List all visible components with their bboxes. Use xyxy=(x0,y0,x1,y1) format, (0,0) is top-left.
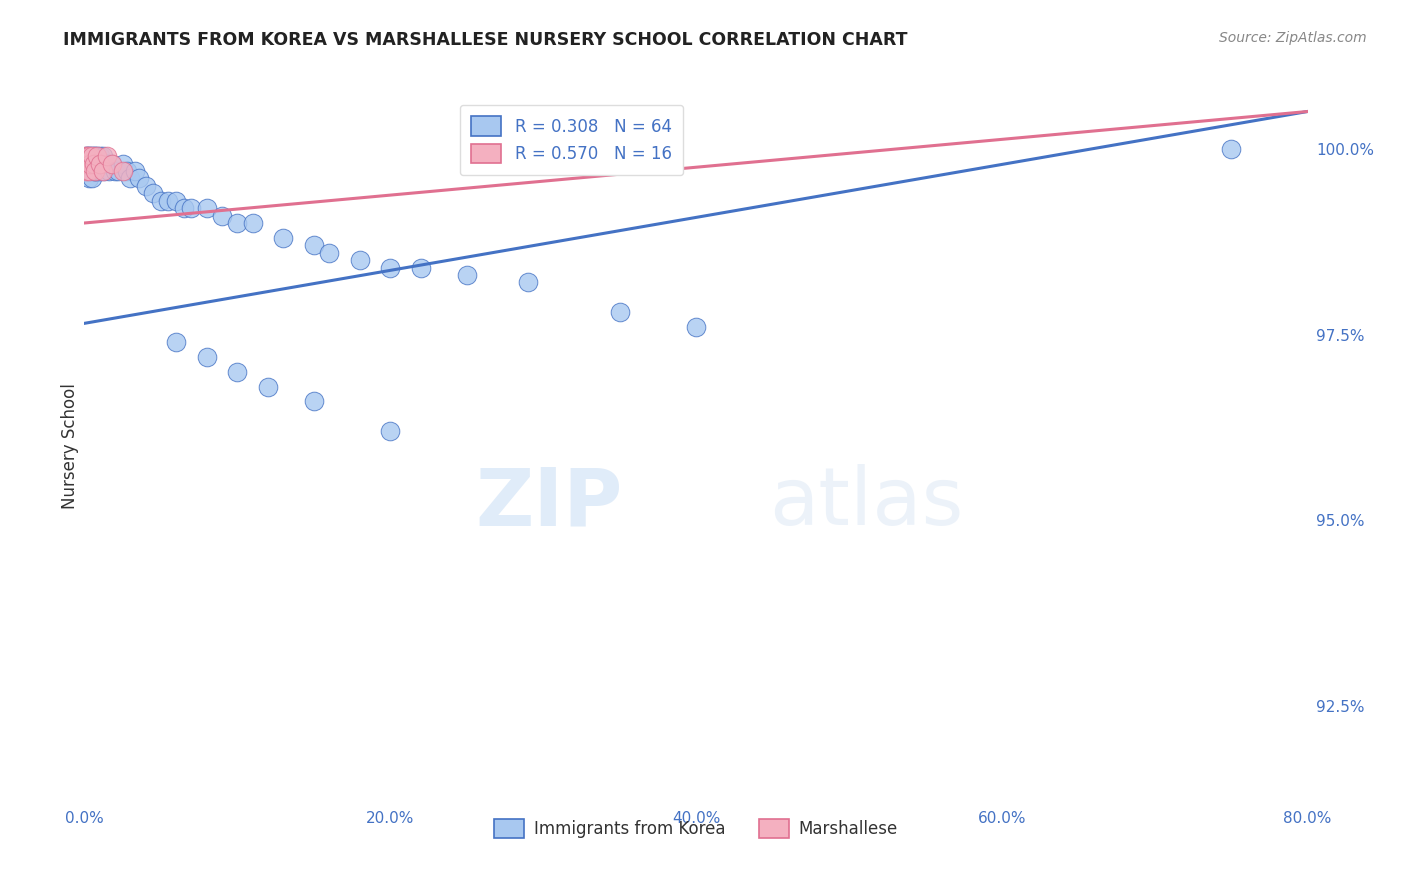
Point xyxy=(86,149,108,163)
Point xyxy=(83,156,105,170)
Text: atlas: atlas xyxy=(769,464,963,542)
Point xyxy=(83,149,105,163)
Point xyxy=(93,164,115,178)
Point xyxy=(97,164,120,178)
Text: ZIP: ZIP xyxy=(475,464,623,542)
Point xyxy=(75,149,97,163)
Y-axis label: Nursery School: Nursery School xyxy=(62,383,80,509)
Point xyxy=(79,156,101,170)
Point xyxy=(83,164,105,178)
Point xyxy=(349,253,371,268)
Point xyxy=(456,268,478,282)
Point xyxy=(79,149,101,163)
Point xyxy=(685,320,707,334)
Point xyxy=(80,171,103,186)
Point xyxy=(76,156,98,170)
Point xyxy=(80,156,103,170)
Point xyxy=(409,260,432,275)
Point xyxy=(226,365,249,379)
Point xyxy=(87,156,110,170)
Point xyxy=(111,156,134,170)
Point xyxy=(516,276,538,290)
Point xyxy=(302,394,325,409)
Point xyxy=(75,164,97,178)
Point xyxy=(91,149,114,163)
Point xyxy=(75,164,97,178)
Text: IMMIGRANTS FROM KOREA VS MARSHALLESE NURSERY SCHOOL CORRELATION CHART: IMMIGRANTS FROM KOREA VS MARSHALLESE NUR… xyxy=(63,31,908,49)
Point xyxy=(242,216,264,230)
Point xyxy=(180,201,202,215)
Point xyxy=(76,149,98,163)
Point xyxy=(89,149,111,163)
Point xyxy=(101,156,124,170)
Point xyxy=(75,156,97,170)
Point xyxy=(302,238,325,252)
Point xyxy=(89,164,111,178)
Point xyxy=(142,186,165,201)
Point xyxy=(157,194,180,208)
Point xyxy=(96,149,118,163)
Point xyxy=(195,350,218,364)
Point xyxy=(79,164,101,178)
Point xyxy=(226,216,249,230)
Point xyxy=(89,156,111,170)
Point xyxy=(80,149,103,163)
Point xyxy=(165,194,187,208)
Point xyxy=(271,231,294,245)
Point xyxy=(149,194,172,208)
Point xyxy=(124,164,146,178)
Point xyxy=(84,149,107,163)
Point xyxy=(101,156,124,170)
Point xyxy=(211,209,233,223)
Point xyxy=(75,149,97,163)
Point xyxy=(77,149,100,163)
Point xyxy=(107,164,129,178)
Point xyxy=(111,164,134,178)
Point xyxy=(77,171,100,186)
Text: Source: ZipAtlas.com: Source: ZipAtlas.com xyxy=(1219,31,1367,45)
Point xyxy=(380,260,402,275)
Point xyxy=(120,171,142,186)
Point xyxy=(86,164,108,178)
Point xyxy=(104,164,127,178)
Point xyxy=(609,305,631,319)
Point xyxy=(173,201,195,215)
Point xyxy=(257,379,280,393)
Point xyxy=(380,424,402,438)
Point xyxy=(84,164,107,178)
Point xyxy=(195,201,218,215)
Point xyxy=(165,334,187,349)
Point xyxy=(1220,142,1243,156)
Point xyxy=(76,156,98,170)
Point xyxy=(80,149,103,163)
Point xyxy=(96,156,118,170)
Point xyxy=(128,171,150,186)
Point xyxy=(318,245,340,260)
Point xyxy=(86,149,108,163)
Point xyxy=(115,164,138,178)
Legend: Immigrants from Korea, Marshallese: Immigrants from Korea, Marshallese xyxy=(488,812,904,845)
Point xyxy=(91,164,114,178)
Point xyxy=(77,149,100,163)
Point xyxy=(77,156,100,170)
Point xyxy=(135,178,157,193)
Point xyxy=(84,164,107,178)
Point xyxy=(90,156,112,170)
Point xyxy=(77,164,100,178)
Point xyxy=(76,149,98,163)
Point xyxy=(76,164,98,178)
